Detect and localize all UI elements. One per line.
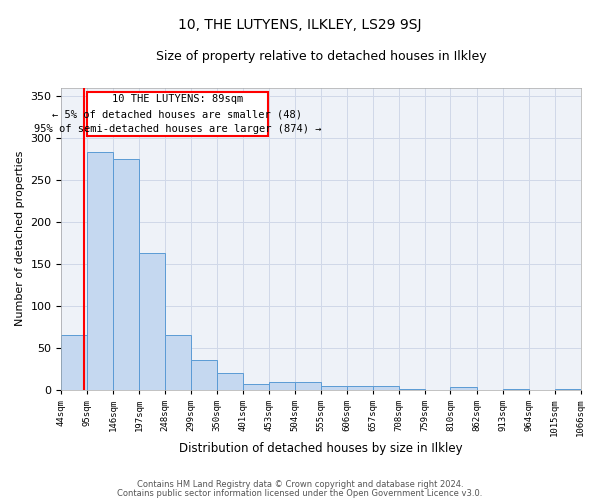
Text: ← 5% of detached houses are smaller (48): ← 5% of detached houses are smaller (48): [52, 109, 302, 119]
Text: 95% of semi-detached houses are larger (874) →: 95% of semi-detached houses are larger (…: [34, 124, 321, 134]
Y-axis label: Number of detached properties: Number of detached properties: [15, 151, 25, 326]
Bar: [554, 389, 581, 390]
Text: 10 THE LUTYENS: 89sqm: 10 THE LUTYENS: 89sqm: [112, 94, 243, 104]
Bar: [217, 373, 243, 390]
Bar: [88, 92, 268, 136]
Title: Size of property relative to detached houses in Ilkley: Size of property relative to detached ho…: [155, 50, 486, 63]
Bar: [113, 159, 139, 390]
Bar: [451, 388, 477, 390]
Bar: [581, 388, 600, 390]
Bar: [295, 382, 321, 390]
X-axis label: Distribution of detached houses by size in Ilkley: Distribution of detached houses by size …: [179, 442, 463, 455]
Bar: [347, 386, 373, 390]
Bar: [373, 386, 398, 390]
Bar: [243, 384, 269, 390]
Text: Contains public sector information licensed under the Open Government Licence v3: Contains public sector information licen…: [118, 488, 482, 498]
Bar: [61, 336, 88, 390]
Bar: [139, 253, 165, 390]
Text: Contains HM Land Registry data © Crown copyright and database right 2024.: Contains HM Land Registry data © Crown c…: [137, 480, 463, 489]
Bar: [503, 389, 529, 390]
Bar: [398, 389, 425, 390]
Bar: [191, 360, 217, 390]
Text: 10, THE LUTYENS, ILKLEY, LS29 9SJ: 10, THE LUTYENS, ILKLEY, LS29 9SJ: [178, 18, 422, 32]
Bar: [88, 152, 113, 390]
Bar: [165, 336, 191, 390]
Bar: [269, 382, 295, 390]
Bar: [321, 386, 347, 390]
